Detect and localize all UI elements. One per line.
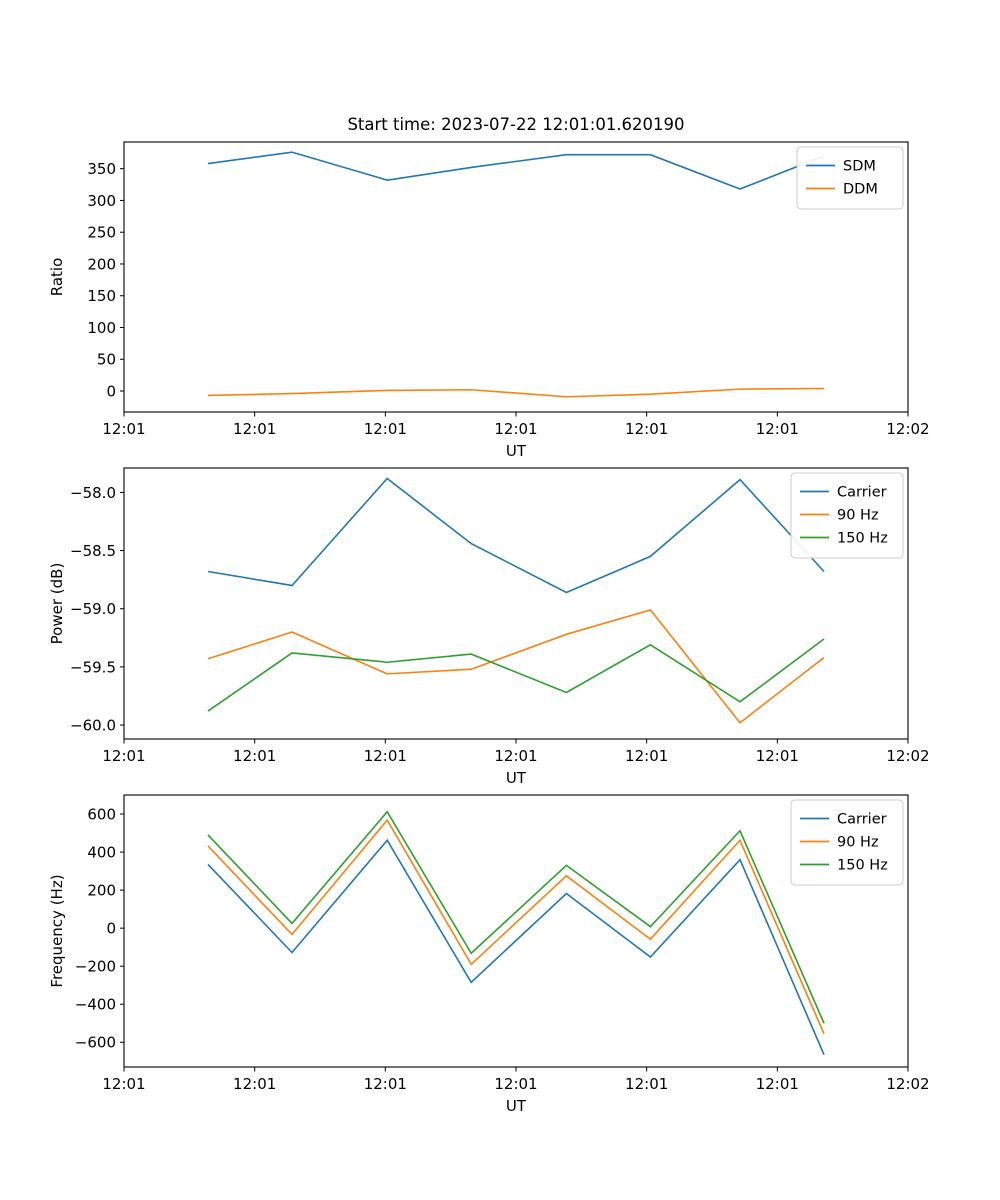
legend-label-150-hz: 150 Hz: [837, 531, 888, 547]
legend-label-carrier: Carrier: [837, 485, 887, 501]
y-tick-label: 400: [87, 843, 116, 861]
x-axis-title: UT: [506, 1097, 527, 1115]
x-tick-label: 12:01: [625, 747, 668, 765]
y-tick-label: −600: [75, 1034, 116, 1052]
series-line-carrier: [207, 477, 825, 594]
series-line-150-hz: [207, 810, 825, 1024]
plot-frame: [123, 794, 909, 1068]
y-tick-label: 0: [106, 920, 116, 938]
y-tick-label: −58.5: [70, 542, 116, 560]
subplot-3: −600 −400 −200 0 200 400 600 12:01 12:01 12:01 12:…: [48, 794, 930, 1115]
legend-2[interactable]: Carrier 90 Hz 150 Hz: [790, 472, 904, 559]
y-tick-label: −59.5: [70, 658, 116, 676]
y-tick-label: 50: [97, 351, 116, 369]
x-tick-label: 12:01: [233, 420, 276, 438]
y-tick-label: −58.0: [70, 484, 116, 502]
y-tick-label: 200: [87, 255, 116, 273]
y-tick-label: 350: [87, 160, 116, 178]
y-tick-label: 100: [87, 319, 116, 337]
x-tick-label: 12:01: [102, 747, 145, 765]
legend-label-carrier: Carrier: [837, 812, 887, 828]
legend-label-sdm: SDM: [843, 159, 876, 175]
y-tick-label: 600: [87, 805, 116, 823]
legend-3[interactable]: Carrier 90 Hz 150 Hz: [790, 799, 904, 886]
x-tick-label: 12:01: [756, 420, 799, 438]
x-tick-label: 12:01: [625, 420, 668, 438]
x-tick-label: 12:01: [756, 747, 799, 765]
x-tick-label: 12:01: [494, 1075, 537, 1093]
legend-label-150-hz: 150 Hz: [837, 858, 888, 874]
legend-label-ddm: DDM: [843, 182, 878, 198]
x-axis-title: UT: [506, 769, 527, 787]
x-tick-label: 12:01: [625, 1075, 668, 1093]
y-tick-label: −200: [75, 958, 116, 976]
series-line-90-hz: [207, 608, 825, 724]
plot-frame: [123, 467, 909, 740]
x-tick-label: 12:02: [886, 1075, 929, 1093]
series-line-150-hz: [207, 638, 825, 712]
y-axis-title: Ratio: [48, 258, 66, 297]
series-line-ddm: [207, 387, 825, 398]
x-tick-label: 12:02: [886, 747, 929, 765]
y-axis-title: Power (dB): [48, 563, 66, 645]
x-axis-title: UT: [506, 442, 527, 460]
y-tick-label: −60.0: [70, 716, 116, 734]
y-tick-label: 300: [87, 192, 116, 210]
x-tick-label: 12:01: [233, 747, 276, 765]
y-tick-label: 150: [87, 287, 116, 305]
x-tick-label: 12:01: [102, 1075, 145, 1093]
y-tick-label: −400: [75, 996, 116, 1014]
y-tick-label: 0: [106, 382, 116, 400]
x-tick-label: 12:02: [886, 420, 929, 438]
y-tick-label: 250: [87, 224, 116, 242]
x-tick-label: 12:01: [233, 1075, 276, 1093]
y-axis-title: Frequency (Hz): [48, 874, 66, 987]
subplot-2: −60.0 −59.5 −59.0 −58.5 −58.0 12:01 12:01 12:01…: [48, 467, 930, 787]
x-tick-label: 12:01: [494, 747, 537, 765]
y-tick-label: 200: [87, 882, 116, 900]
x-tick-label: 12:01: [756, 1075, 799, 1093]
legend-label-90-hz: 90 Hz: [837, 835, 879, 851]
x-tick-label: 12:01: [102, 420, 145, 438]
plot-title: Start time: 2023-07-22 12:01:01.620190: [347, 115, 684, 134]
x-tick-label: 12:01: [364, 420, 407, 438]
legend-background: [796, 146, 904, 210]
x-tick-label: 12:01: [364, 1075, 407, 1093]
series-line-90-hz: [207, 818, 825, 1035]
subplot-1: 0 50 100 150 200 250 300 350 12:01 12:01 12:01 12:0…: [48, 115, 930, 460]
x-tick-label: 12:01: [364, 747, 407, 765]
plot-frame: [123, 141, 909, 413]
series-line-carrier: [207, 838, 825, 1055]
legend-1[interactable]: SDM DDM: [796, 146, 904, 210]
x-tick-label: 12:01: [494, 420, 537, 438]
y-tick-label: −59.0: [70, 600, 116, 618]
series-line-sdm: [207, 151, 825, 190]
legend-label-90-hz: 90 Hz: [837, 508, 879, 524]
